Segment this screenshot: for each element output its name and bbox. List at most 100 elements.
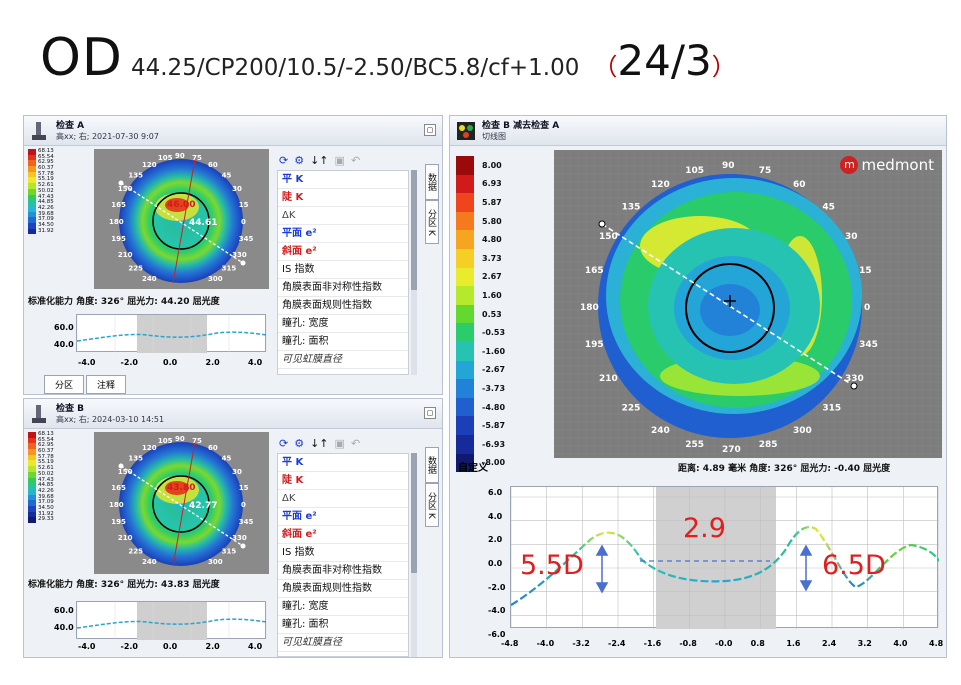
refresh-icon[interactable]: ⟳ [279,153,289,167]
index-list-item[interactable]: 角膜表面规则性指数 [278,297,408,315]
exam-a-y-label-1: 60.0 [54,323,74,332]
steep-k-label: 43.80 [167,483,195,493]
tab-zone-k[interactable]: 分区 K [425,483,439,527]
angle-label: 45 [822,203,835,213]
scale-row: 55.19 [28,177,88,184]
difference-y-labels: 6.0 4.0 2.0 0.0 -2.0 -4.0 -6.0 [488,486,510,639]
index-list-item[interactable]: 平面 e² [278,225,408,243]
angle-label: 150 [118,185,133,193]
index-list-item[interactable]: 角膜表面非对称性指数 [278,279,408,297]
index-list-item[interactable]: 平 K [278,454,408,472]
exam-a-profile-chart [76,314,268,353]
settings-icon[interactable]: ⚙ [294,153,305,167]
sort-icon[interactable]: ↓↑ [310,153,329,167]
panel-menu-button[interactable]: ▢ [424,124,436,136]
angle-label: 0 [864,303,870,313]
scale-row: 60.37 [28,448,88,455]
angle-label: 45 [222,171,232,179]
angle-label: 15 [239,484,249,492]
angle-label: 300 [793,426,812,436]
y-tick-label: 4.0 [488,511,503,521]
difference-topography-map[interactable]: 90 105 75 120 60 135 45 150 30 165 15 180 0 195 345 210… [554,150,942,458]
index-list-item[interactable]: 角膜表面规则性指数 [278,580,408,598]
exam-b-scrollbar[interactable] [411,453,417,657]
index-list-item[interactable]: 斜面 e² [278,526,408,544]
tab-notes[interactable]: 注释 [86,375,127,394]
angle-label: 90 [175,152,185,160]
index-list-item[interactable]: 陡 K [278,472,408,490]
index-list-item[interactable]: 平面 e² [278,508,408,526]
x-tick-label: -2.0 [120,358,139,367]
index-list-item[interactable]: ΔK [278,207,408,225]
index-list-item[interactable]: 斜面 e² [278,243,408,261]
index-list-item[interactable]: IS 指数 [278,261,408,279]
exam-a-topography-map[interactable]: 44.61 46.00 120 105 90 75 60 135 45 150 30 165 15 180… [94,149,269,289]
angle-label: 225 [622,403,641,413]
angle-label: 345 [859,340,878,350]
x-tick-label: 2.0 [205,358,220,367]
scale-row: 68.13 [28,431,88,438]
difference-scale: 8.00 6.93 5.87 5.80 4.80 3.73 2.67 1.60 0.53 -0.5… [456,156,505,473]
undo-icon[interactable]: ↶ [350,436,361,450]
scale-row: 62.95 [28,160,88,167]
panel-menu-button[interactable]: ▢ [424,407,436,419]
exam-a-x-ticks: -4.0 -2.0 0.0 2.0 4.0 [78,358,266,370]
scale-row: 39.68 [28,211,88,218]
tab-data[interactable]: 数据 [425,447,439,483]
angle-label: 105 [158,437,173,445]
pupil-circle [152,192,210,250]
sort-icon[interactable]: ↓↑ [310,436,329,450]
tab-zones[interactable]: 分区 [44,375,85,394]
angle-label: 15 [239,201,249,209]
angle-label: 105 [685,166,704,176]
save-icon[interactable]: ▣ [334,153,345,167]
settings-icon[interactable]: ⚙ [294,436,305,450]
angle-label: 105 [158,154,173,162]
tab-data[interactable]: 数据 [425,164,439,200]
custom-label[interactable]: 自定义 [458,463,488,474]
refresh-icon[interactable]: ⟳ [279,436,289,450]
index-list-item[interactable]: IS 指数 [278,544,408,562]
scale-row: 42.26 [28,205,88,212]
angle-label: 120 [142,444,157,452]
scale-row: 65.54 [28,154,88,161]
scale-row: 34.50 [28,505,88,512]
index-list-item[interactable]: 角膜表面非对称性指数 [278,562,408,580]
tab-zone-k[interactable]: 分区 K [425,200,439,244]
save-icon[interactable]: ▣ [334,436,345,450]
scale-row: 37.09 [28,500,88,506]
index-list-item[interactable]: ΔK [278,490,408,508]
index-list-item[interactable]: 可见虹膜直径 [278,351,408,369]
scale-row: 57.78 [28,454,88,461]
exam-a-scrollbar[interactable] [411,170,417,375]
index-list-item[interactable]: 可见虹膜直径 [278,634,408,652]
exam-b-title: 检查 B [56,404,84,414]
index-list-item[interactable]: 瞳孔: 面积 [278,616,408,634]
x-tick-label: -3.2 [572,639,590,648]
undo-icon[interactable]: ↶ [350,153,361,167]
angle-label: 225 [128,265,143,273]
annotation-left: 5.5D [520,550,584,581]
exam-b-y-label-1: 60.0 [54,606,74,615]
angle-label: 75 [759,166,772,176]
index-list-item[interactable]: 平 K [278,171,408,189]
angle-label: 60 [793,180,806,190]
angle-label: 330 [232,534,247,542]
index-list-item[interactable]: 瞳孔: 宽度 [278,315,408,333]
index-list-item[interactable]: 瞳孔: 面积 [278,333,408,351]
scale-row: 52.61 [28,465,88,472]
diff-scale-row: 5.80 [456,211,505,231]
angle-label: 60 [208,444,218,452]
difference-map-icon [457,122,475,140]
angle-label: 270 [722,445,741,455]
index-list-item[interactable]: 陡 K [278,189,408,207]
scale-row: 42.26 [28,488,88,495]
angle-label: 300 [208,275,223,283]
index-list-item[interactable]: 瞳孔: 宽度 [278,598,408,616]
angle-label: 330 [232,251,247,259]
x-tick-label: -4.0 [78,358,96,367]
exam-b-profile-chart [76,601,268,640]
exam-b-topography-map[interactable]: 42.77 43.80 120 105 90 75 60 135 45 150 30 165 15 180… [94,432,269,574]
flat-k-label: 44.61 [189,218,217,228]
diff-scale-row: -5.87 [456,416,505,435]
